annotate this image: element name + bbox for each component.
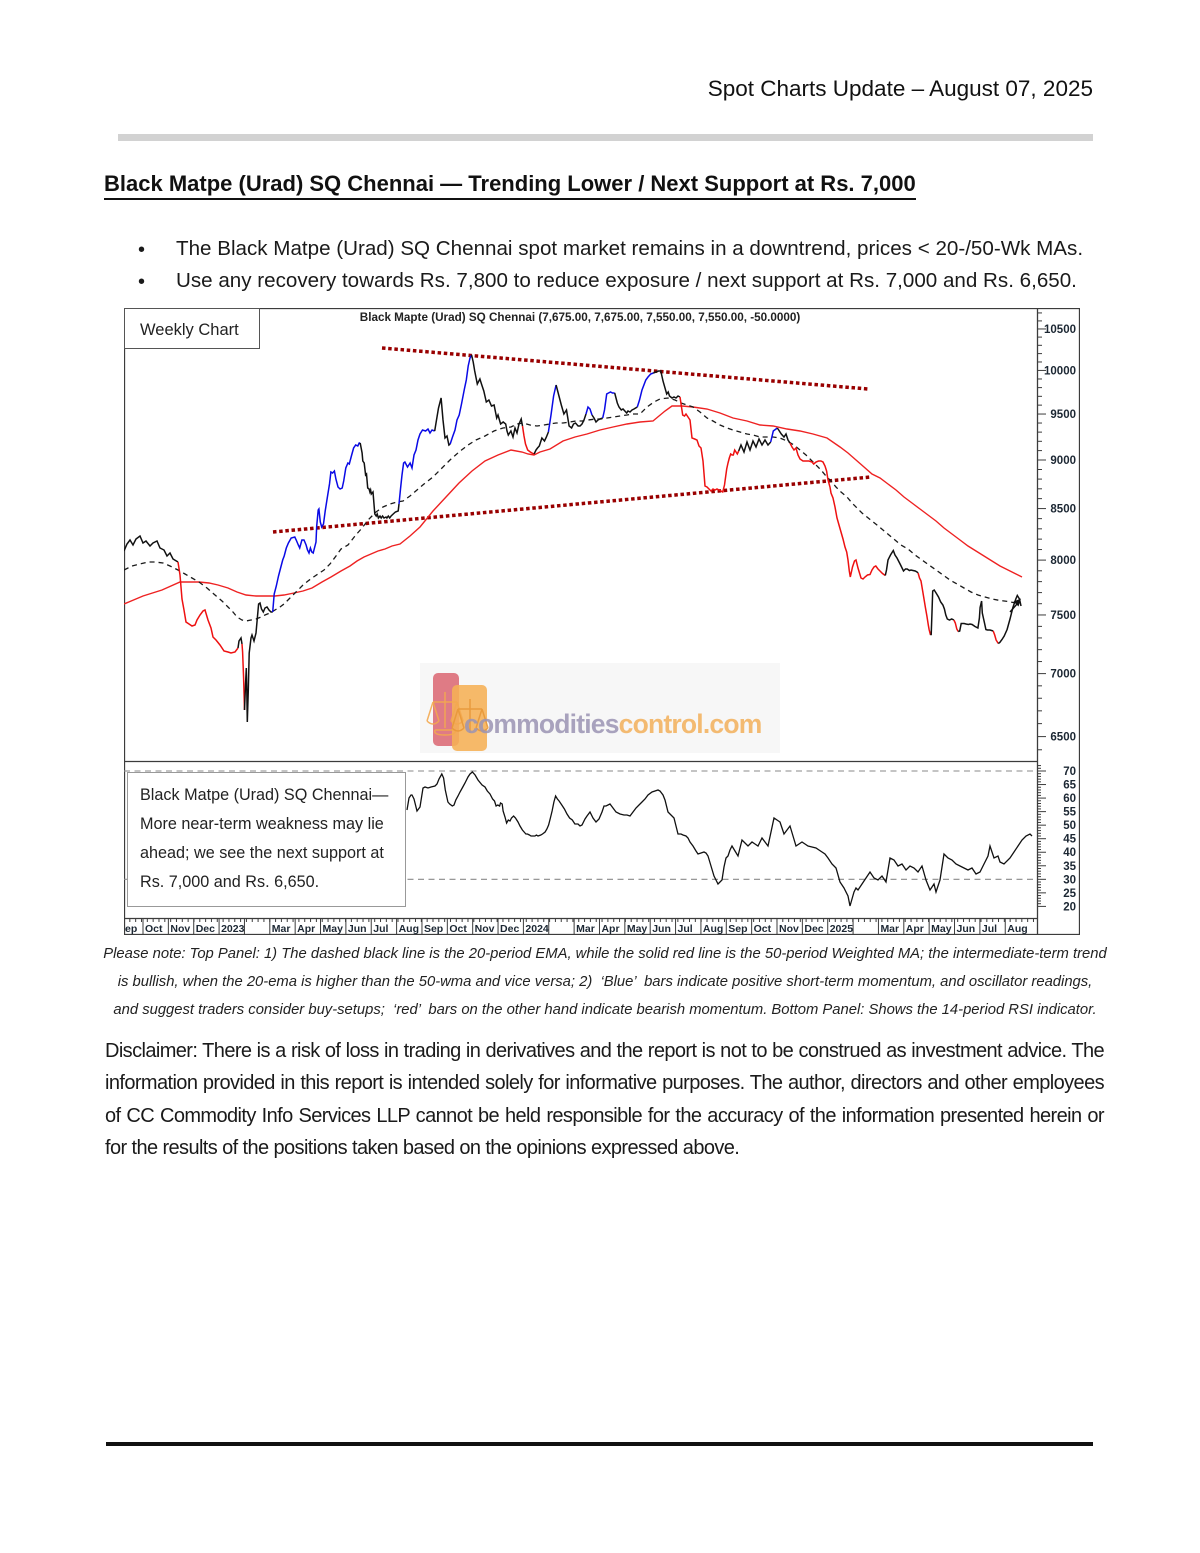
svg-text:Mar: Mar [880, 923, 899, 935]
svg-text:9500: 9500 [1050, 409, 1076, 421]
svg-text:6500: 6500 [1050, 732, 1076, 744]
svg-text:Apr: Apr [906, 923, 924, 935]
svg-text:Oct: Oct [754, 923, 772, 935]
svg-text:May: May [627, 923, 648, 935]
svg-text:Sep: Sep [728, 923, 747, 935]
svg-text:Sep: Sep [424, 923, 443, 935]
svg-text:Oct: Oct [449, 923, 467, 935]
svg-text:Jul: Jul [373, 923, 388, 935]
svg-text:2023: 2023 [221, 923, 245, 935]
svg-text:Nov: Nov [170, 923, 190, 935]
svg-text:Nov: Nov [475, 923, 495, 935]
svg-text:Aug: Aug [703, 923, 723, 935]
svg-text:10500: 10500 [1044, 324, 1076, 336]
svg-text:25: 25 [1063, 888, 1076, 900]
svg-text:50: 50 [1063, 820, 1076, 832]
svg-text:7500: 7500 [1050, 610, 1076, 622]
svg-text:ahead; we see the next support: ahead; we see the next support at [140, 844, 384, 862]
svg-text:ep: ep [125, 923, 137, 935]
svg-text:2024: 2024 [525, 923, 549, 935]
svg-text:More near-term weakness may li: More near-term weakness may lie [140, 815, 384, 833]
svg-text:Dec: Dec [804, 923, 823, 935]
svg-text:40: 40 [1063, 847, 1076, 859]
svg-text:Jul: Jul [982, 923, 997, 935]
svg-text:Black Mapte (Urad) SQ Chennai: Black Mapte (Urad) SQ Chennai (7,675.00,… [360, 311, 801, 324]
svg-text:7000: 7000 [1050, 669, 1076, 681]
svg-text:30: 30 [1063, 874, 1076, 886]
svg-text:8500: 8500 [1050, 504, 1076, 516]
svg-text:Jun: Jun [652, 923, 671, 935]
svg-text:commoditiescontrol.com: commoditiescontrol.com [464, 709, 762, 739]
svg-text:Apr: Apr [297, 923, 315, 935]
svg-text:Mar: Mar [272, 923, 291, 935]
svg-text:45: 45 [1063, 834, 1076, 846]
svg-text:Mar: Mar [576, 923, 595, 935]
svg-text:Jul: Jul [678, 923, 693, 935]
svg-text:Nov: Nov [779, 923, 799, 935]
svg-text:Dec: Dec [500, 923, 519, 935]
svg-text:Aug: Aug [1007, 923, 1027, 935]
svg-text:35: 35 [1063, 861, 1076, 873]
svg-text:Weekly Chart: Weekly Chart [140, 321, 239, 339]
svg-text:70: 70 [1063, 766, 1076, 778]
svg-text:Dec: Dec [196, 923, 215, 935]
svg-text:2025: 2025 [830, 923, 854, 935]
svg-text:Apr: Apr [601, 923, 619, 935]
svg-text:55: 55 [1063, 807, 1076, 819]
svg-text:Aug: Aug [399, 923, 419, 935]
svg-text:May: May [931, 923, 952, 935]
svg-text:Rs. 7,000 and Rs. 6,650.: Rs. 7,000 and Rs. 6,650. [140, 873, 319, 891]
svg-text:Black Matpe (Urad) SQ Chennai—: Black Matpe (Urad) SQ Chennai— [140, 786, 389, 804]
svg-text:60: 60 [1063, 793, 1076, 805]
svg-text:9000: 9000 [1050, 455, 1076, 467]
svg-text:Jun: Jun [957, 923, 976, 935]
svg-text:65: 65 [1063, 780, 1076, 792]
svg-text:Jun: Jun [348, 923, 367, 935]
svg-text:20: 20 [1063, 901, 1076, 913]
svg-text:8000: 8000 [1050, 555, 1076, 567]
svg-text:May: May [323, 923, 344, 935]
svg-text:10000: 10000 [1044, 365, 1076, 377]
svg-text:Oct: Oct [145, 923, 163, 935]
